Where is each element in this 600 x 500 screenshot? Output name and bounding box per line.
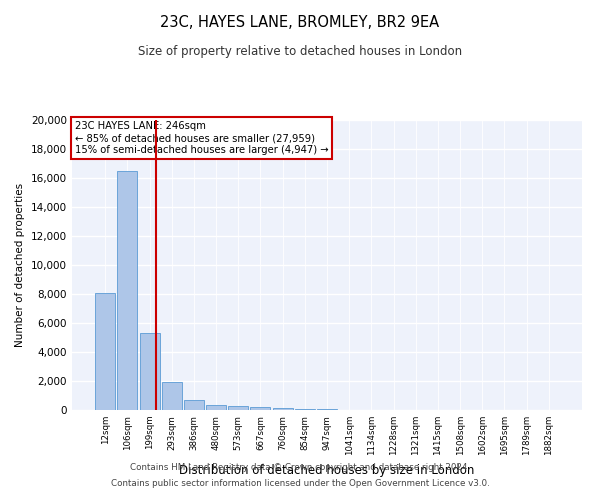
Text: Contains public sector information licensed under the Open Government Licence v3: Contains public sector information licen…	[110, 478, 490, 488]
Bar	[95, 292, 115, 410]
Y-axis label: Number of detached properties: Number of detached properties	[16, 183, 25, 347]
Bar	[206, 405, 226, 410]
Bar	[162, 382, 182, 410]
Text: Size of property relative to detached houses in London: Size of property relative to detached ho…	[138, 45, 462, 58]
X-axis label: Distribution of detached houses by size in London: Distribution of detached houses by size …	[179, 464, 475, 476]
Bar	[272, 408, 293, 410]
Text: Contains HM Land Registry data © Crown copyright and database right 2024.: Contains HM Land Registry data © Crown c…	[130, 464, 470, 472]
Bar	[228, 406, 248, 410]
Text: 23C HAYES LANE: 246sqm
← 85% of detached houses are smaller (27,959)
15% of semi: 23C HAYES LANE: 246sqm ← 85% of detached…	[74, 122, 328, 154]
Bar	[250, 407, 271, 410]
Bar	[184, 400, 204, 410]
Bar	[140, 333, 160, 410]
Text: 23C, HAYES LANE, BROMLEY, BR2 9EA: 23C, HAYES LANE, BROMLEY, BR2 9EA	[160, 15, 440, 30]
Bar	[295, 408, 315, 410]
Bar	[118, 171, 137, 410]
